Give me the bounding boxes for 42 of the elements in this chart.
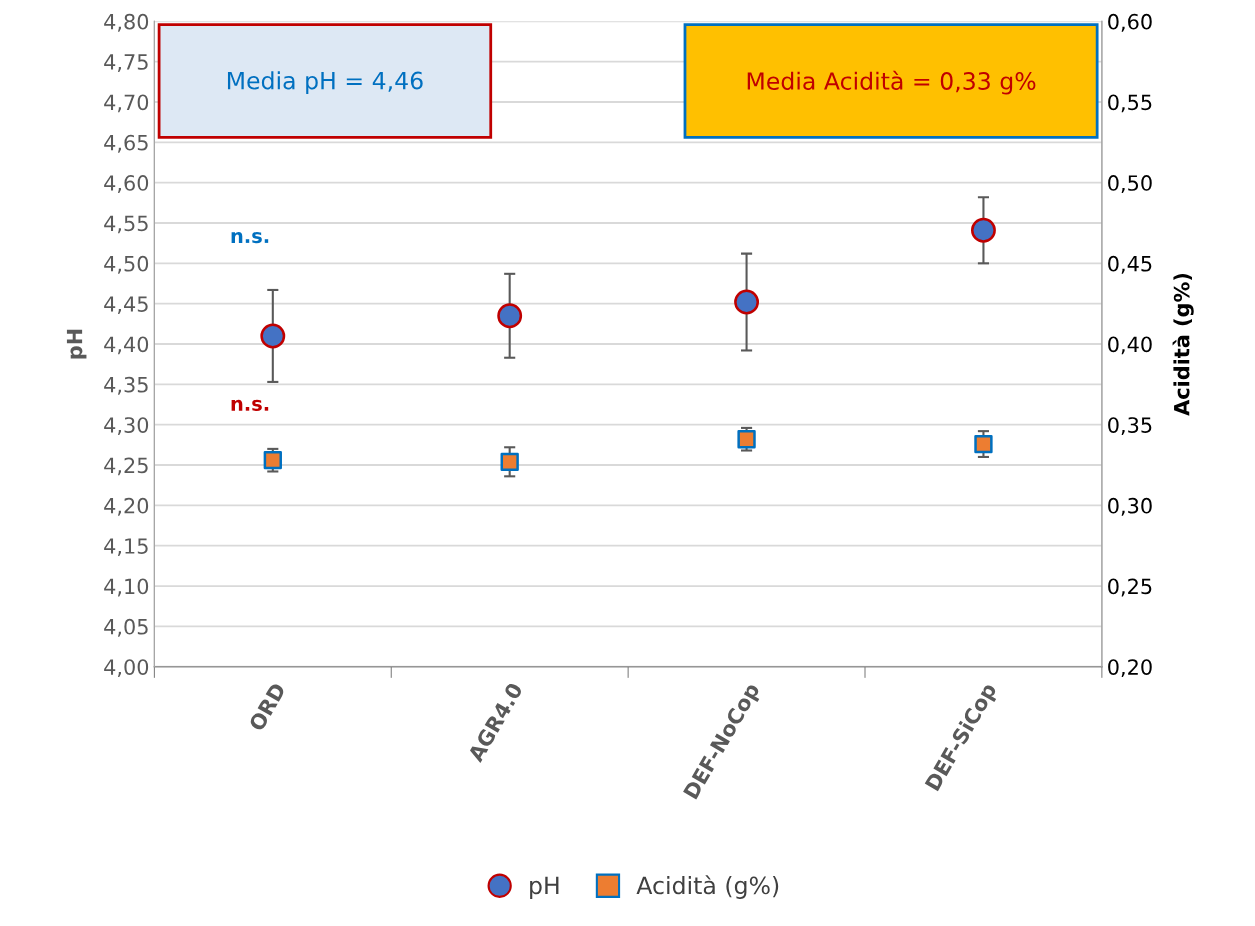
y-tick-label: 4,45 — [104, 296, 148, 315]
y2-tick-label: 0,20 — [1108, 659, 1152, 678]
legend-label: pH — [530, 876, 559, 899]
annotation: n.s. — [231, 399, 269, 411]
point — [971, 217, 996, 243]
y-tick-label: 4,05 — [104, 618, 148, 637]
y-tick-label: 4,75 — [104, 54, 148, 72]
point — [260, 323, 286, 349]
y-tick-label: 4,50 — [104, 255, 149, 274]
y-axis-title: pH — [66, 329, 87, 359]
y-tick-label: 4,25 — [104, 457, 148, 476]
y-tick-label: 4,00 — [104, 659, 149, 678]
point — [734, 289, 760, 315]
y-tick-label: 4,55 — [104, 215, 148, 234]
annotation: Media pH = 4,46 — [227, 71, 423, 95]
y2-tick-label: 0,45 — [1108, 255, 1152, 274]
y2-tick-label: 0,25 — [1108, 578, 1152, 597]
point — [263, 451, 282, 470]
y-tick-label: 4,70 — [104, 94, 149, 113]
y-tick-label: 4,80 — [104, 13, 149, 32]
y-tick-label: 4,15 — [104, 538, 148, 557]
y2-tick-label: 0,50 — [1108, 175, 1152, 193]
y2-tick-label: 0,55 — [1108, 94, 1152, 113]
point — [497, 303, 523, 329]
annotation: n.s. — [231, 231, 269, 244]
y-tick-label: 4,30 — [104, 417, 149, 436]
point — [500, 452, 519, 471]
y-tick-label: 4,40 — [104, 336, 149, 355]
annotation: Media Acidità = 0,33 g% — [747, 70, 1036, 95]
y2-tick-label: 0,40 — [1108, 336, 1152, 355]
y2-tick-label: 0,30 — [1108, 497, 1152, 516]
legend-label: Acidità (g%) — [636, 875, 779, 899]
y2-tick-label: 0,35 — [1108, 417, 1152, 436]
y-tick-label: 4,10 — [104, 578, 149, 597]
y-tick-label: 4,35 — [104, 376, 148, 395]
y2-tick-label: 0,60 — [1108, 13, 1152, 32]
y2-axis-title: Acidità (g%) — [1172, 273, 1194, 416]
point — [974, 434, 993, 454]
y-tick-label: 4,20 — [104, 497, 149, 516]
point — [737, 430, 756, 449]
y-tick-label: 4,60 — [104, 175, 149, 193]
y-tick-label: 4,65 — [104, 134, 148, 153]
